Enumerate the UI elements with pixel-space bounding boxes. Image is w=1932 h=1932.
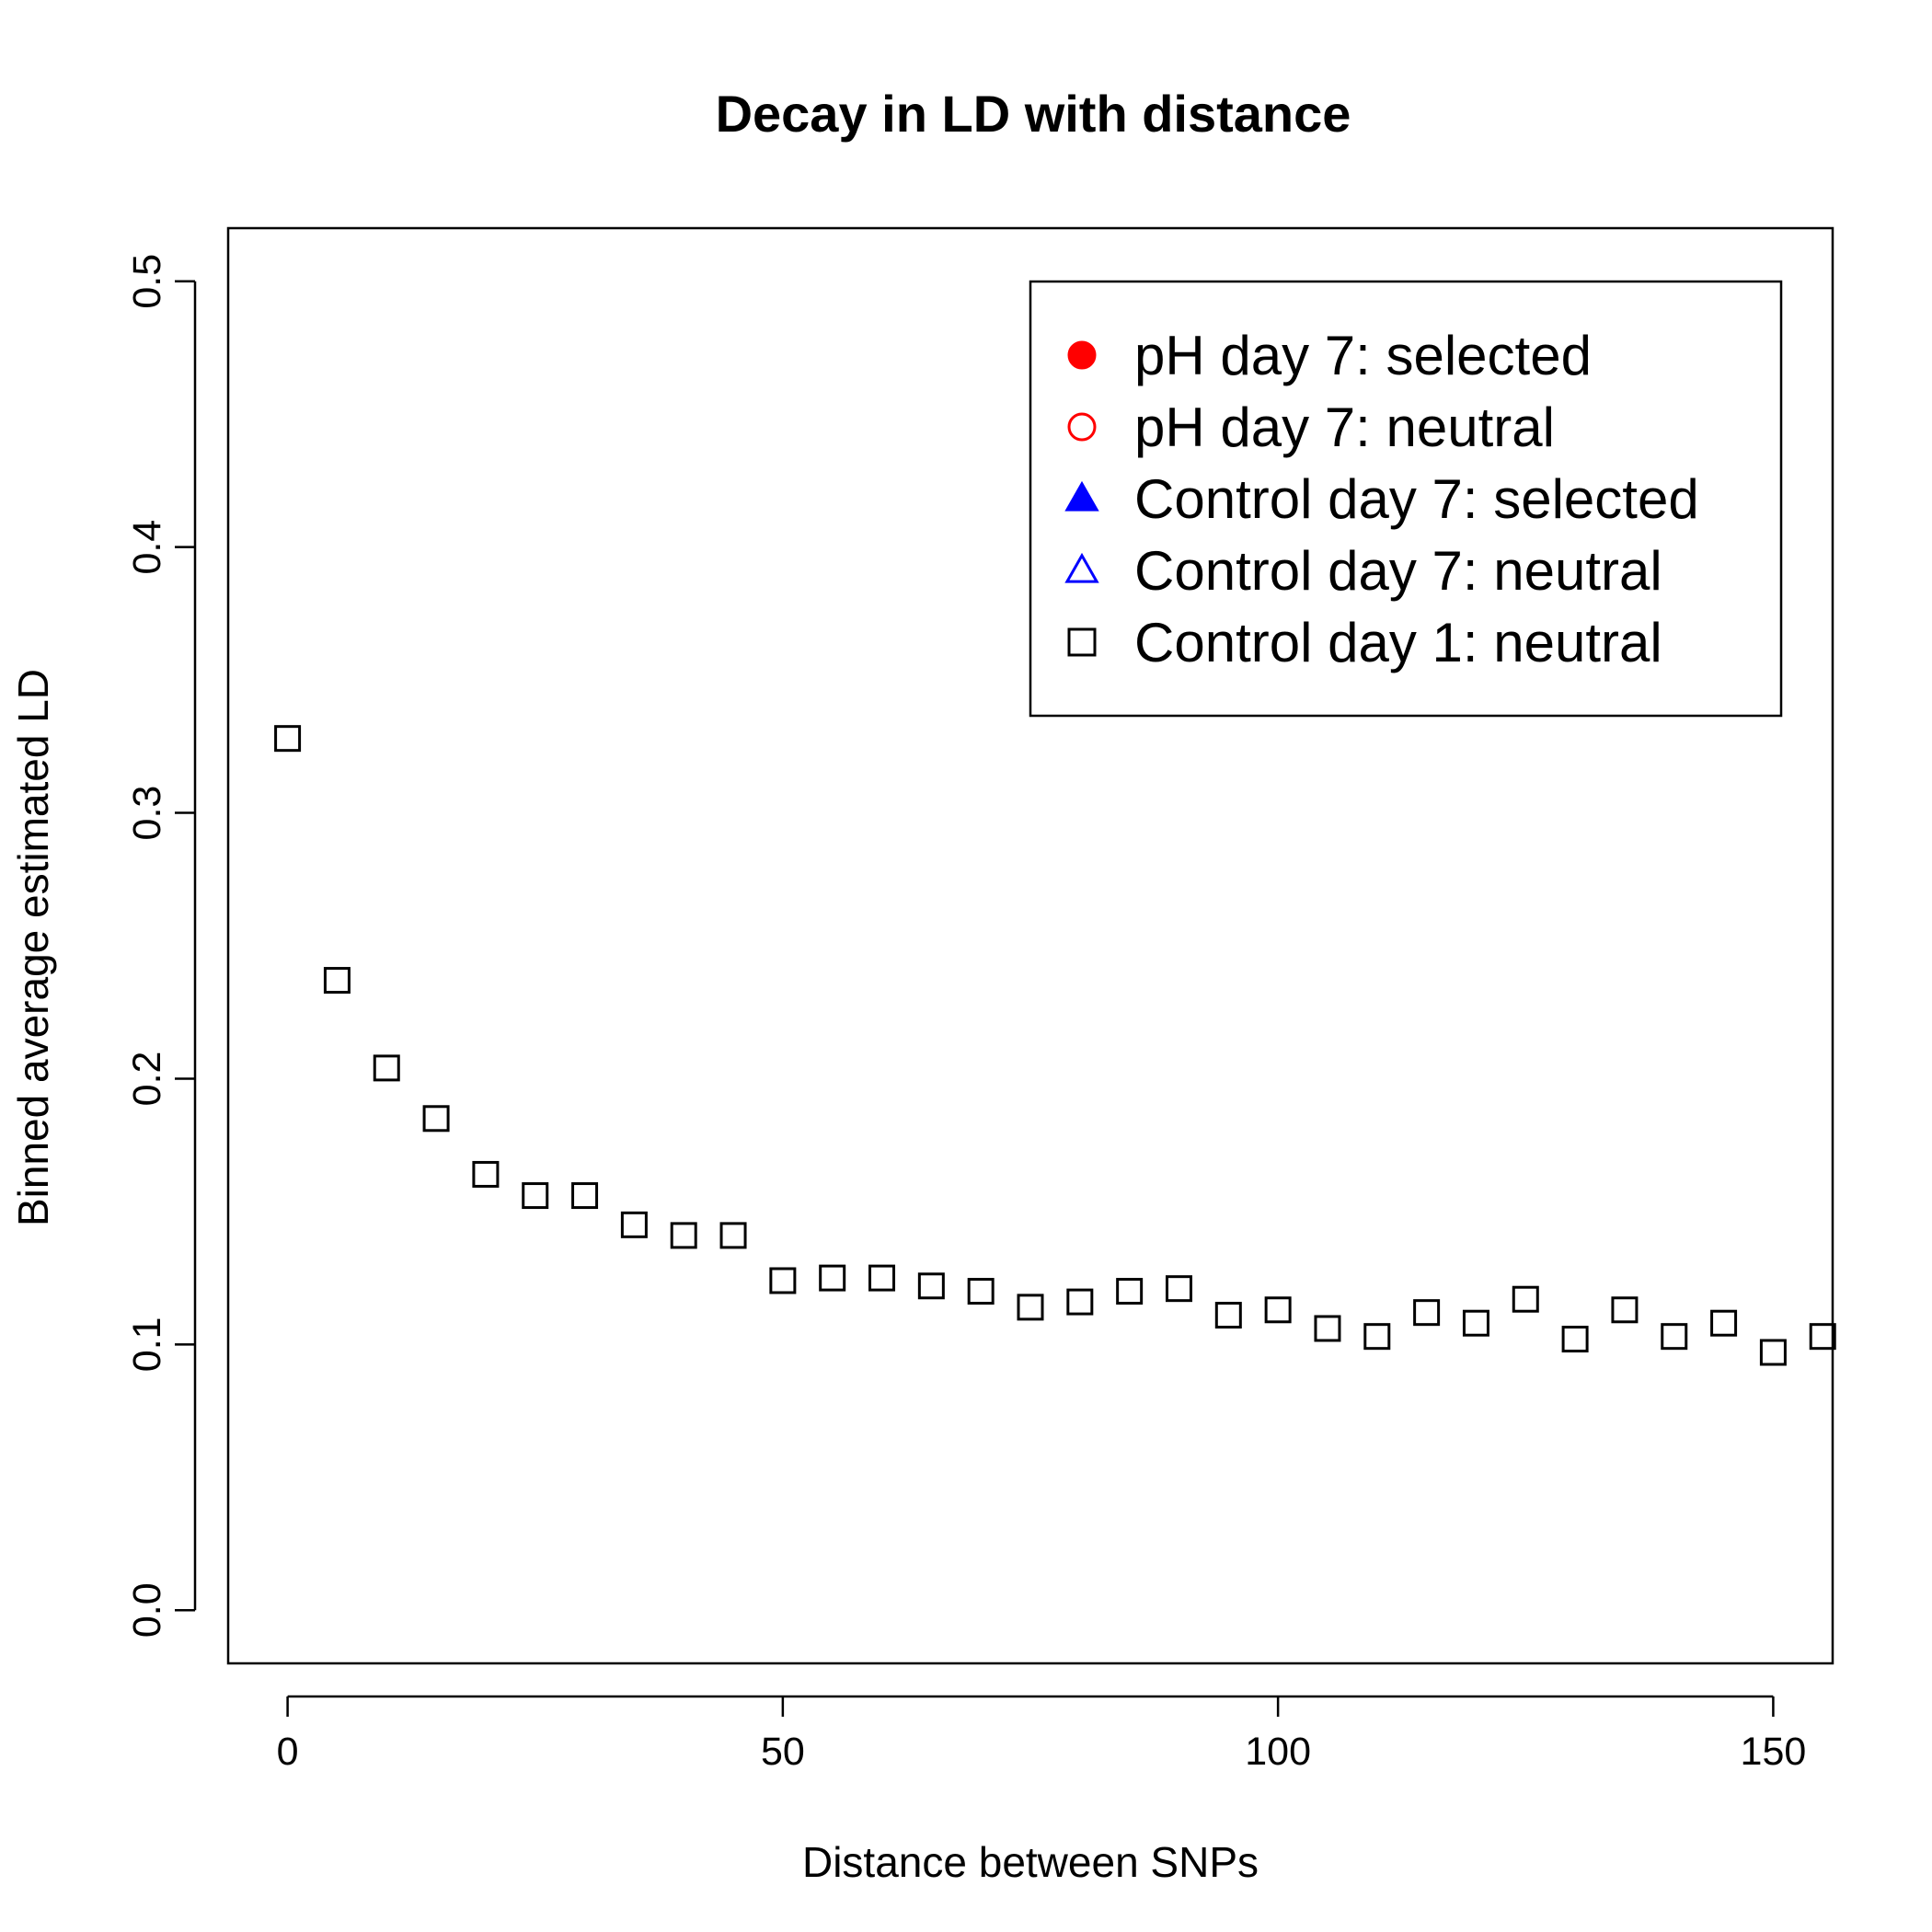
data-point <box>967 1278 995 1305</box>
data-point <box>1363 1323 1391 1351</box>
legend-marker <box>1064 552 1099 583</box>
legend-marker <box>1064 480 1099 512</box>
data-point <box>1214 1302 1242 1329</box>
data-point <box>917 1272 945 1300</box>
data-point <box>1661 1323 1688 1351</box>
data-point <box>472 1160 500 1188</box>
data-point <box>1017 1294 1044 1321</box>
legend-marker <box>1067 412 1097 442</box>
data-point <box>1066 1288 1094 1316</box>
y-tick-label: 0.4 <box>125 520 169 575</box>
data-point <box>1611 1296 1639 1324</box>
data-point <box>1264 1296 1292 1324</box>
data-point <box>1314 1315 1341 1342</box>
data-point <box>719 1222 747 1249</box>
legend-item: pH day 7: selected <box>1067 325 1592 386</box>
data-point <box>323 967 351 995</box>
legend-box <box>1029 280 1783 718</box>
legend-label: pH day 7: neutral <box>1134 397 1555 458</box>
data-point <box>1809 1323 1836 1351</box>
y-tick-label: 0.0 <box>125 1582 169 1638</box>
legend-marker <box>1067 340 1097 370</box>
y-tick-label: 0.3 <box>125 786 169 841</box>
data-point <box>1759 1339 1787 1366</box>
data-point <box>571 1182 599 1210</box>
x-tick-label: 50 <box>761 1730 805 1774</box>
plot-frame <box>226 226 1834 1665</box>
data-point <box>1462 1309 1489 1337</box>
legend-item: pH day 7: neutral <box>1067 397 1555 458</box>
data-points <box>274 725 1836 1366</box>
data-point <box>819 1264 846 1292</box>
data-point <box>868 1264 896 1292</box>
data-point <box>1165 1275 1192 1303</box>
legend-label: pH day 7: selected <box>1134 325 1592 386</box>
y-axis-label: Binned average estimated LD <box>9 669 57 1226</box>
chart-title: Decay in LD with distance <box>716 85 1351 143</box>
y-axis: 0.0 0.1 0.2 0.3 0.4 0.5 <box>125 254 197 1638</box>
data-point <box>422 1105 450 1133</box>
data-point <box>1512 1285 1539 1313</box>
data-point <box>1710 1309 1738 1337</box>
data-point <box>769 1267 797 1294</box>
legend-label: Control day 1: neutral <box>1134 612 1662 673</box>
data-point <box>522 1182 549 1210</box>
legend-item: Control day 7: neutral <box>1064 540 1662 602</box>
x-axis: 0 50 100 150 <box>277 1695 1807 1774</box>
data-point <box>373 1054 400 1082</box>
legend-item: Control day 7: selected <box>1064 468 1699 530</box>
legend-label: Control day 7: neutral <box>1134 540 1662 602</box>
x-axis-label: Distance between SNPs <box>802 1838 1259 1886</box>
legend-item: Control day 1: neutral <box>1067 612 1662 673</box>
legend: pH day 7: selected pH day 7: neutral Contr… <box>1029 280 1783 718</box>
legend-marker <box>1067 627 1097 657</box>
data-point <box>620 1211 648 1238</box>
data-point <box>670 1222 697 1249</box>
x-tick-label: 0 <box>277 1730 299 1774</box>
x-tick-label: 150 <box>1741 1730 1807 1774</box>
data-point <box>1413 1299 1441 1327</box>
y-tick-label: 0.2 <box>125 1052 169 1107</box>
data-point <box>1561 1326 1589 1353</box>
data-point <box>1116 1278 1144 1305</box>
y-tick-label: 0.1 <box>125 1317 169 1372</box>
y-tick-label: 0.5 <box>125 254 169 309</box>
data-point <box>274 725 302 753</box>
x-tick-label: 100 <box>1245 1730 1311 1774</box>
legend-label: Control day 7: selected <box>1134 468 1699 530</box>
